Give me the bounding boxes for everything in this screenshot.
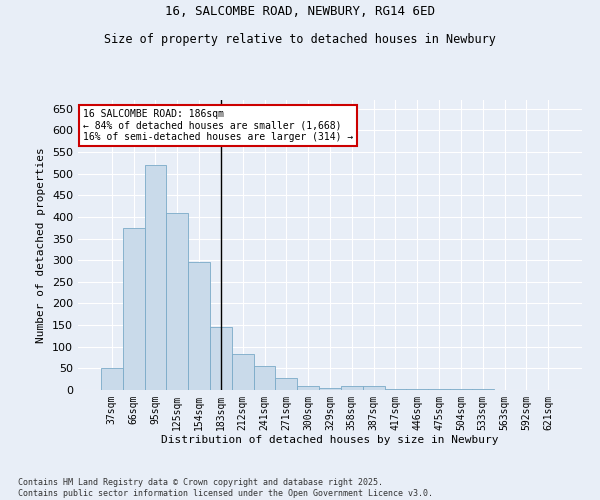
Bar <box>319 388 341 390</box>
Y-axis label: Number of detached properties: Number of detached properties <box>37 147 46 343</box>
Bar <box>450 389 472 390</box>
Bar <box>472 389 494 390</box>
Text: Size of property relative to detached houses in Newbury: Size of property relative to detached ho… <box>104 32 496 46</box>
Text: Distribution of detached houses by size in Newbury: Distribution of detached houses by size … <box>161 435 499 445</box>
Bar <box>166 212 188 390</box>
Bar <box>188 262 210 390</box>
Text: 16 SALCOMBE ROAD: 186sqm
← 84% of detached houses are smaller (1,668)
16% of sem: 16 SALCOMBE ROAD: 186sqm ← 84% of detach… <box>83 108 353 142</box>
Text: Contains HM Land Registry data © Crown copyright and database right 2025.
Contai: Contains HM Land Registry data © Crown c… <box>18 478 433 498</box>
Text: 16, SALCOMBE ROAD, NEWBURY, RG14 6ED: 16, SALCOMBE ROAD, NEWBURY, RG14 6ED <box>165 5 435 18</box>
Bar <box>145 165 166 390</box>
Bar <box>210 327 232 390</box>
Bar <box>385 389 406 390</box>
Bar <box>297 386 319 390</box>
Bar <box>428 389 450 390</box>
Bar <box>406 388 428 390</box>
Bar <box>254 366 275 390</box>
Bar <box>341 386 363 390</box>
Bar <box>363 386 385 390</box>
Bar <box>101 368 123 390</box>
Bar <box>123 228 145 390</box>
Bar <box>275 378 297 390</box>
Bar <box>232 354 254 390</box>
